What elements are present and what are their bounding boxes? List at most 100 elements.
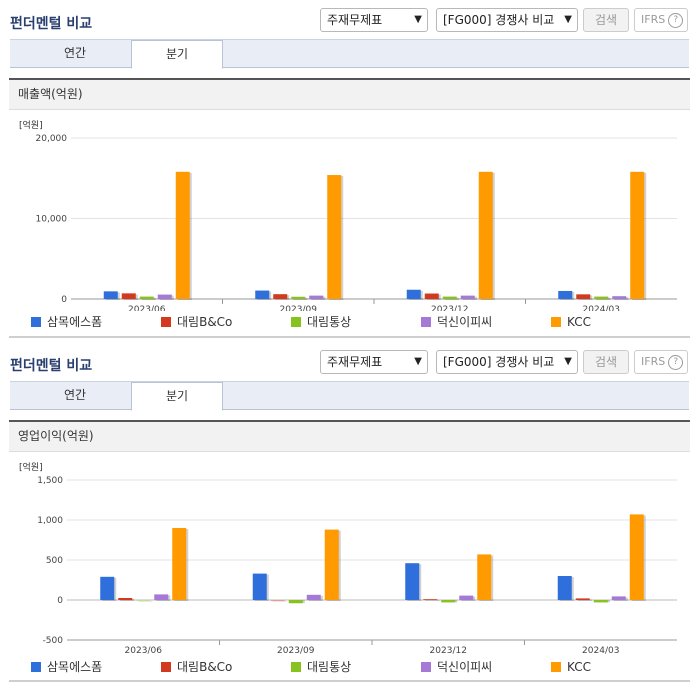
bar[interactable] [273, 294, 288, 299]
tab-quarterly[interactable]: 분기 [131, 382, 223, 411]
bar[interactable] [442, 296, 457, 299]
bar[interactable] [611, 596, 626, 600]
period-tabs: 연간 분기 [10, 39, 689, 69]
y-tick-label: 20,000 [36, 134, 68, 144]
legend-item[interactable]: 덕신이피씨 [421, 314, 492, 330]
period-tabs: 연간 분기 [10, 381, 689, 411]
legend-item[interactable]: 대림통상 [291, 659, 351, 675]
bar[interactable] [629, 514, 644, 600]
x-tick-label: 2024/03 [582, 646, 619, 656]
bar[interactable] [630, 171, 645, 299]
bar[interactable] [327, 175, 342, 299]
bar[interactable] [405, 563, 420, 600]
legend-swatch [291, 317, 301, 327]
legend-swatch [421, 662, 431, 672]
bar[interactable] [593, 600, 608, 603]
legend-label: 덕신이피씨 [437, 315, 493, 329]
bar[interactable] [291, 296, 306, 299]
bar[interactable] [154, 594, 169, 600]
legend-item[interactable]: 대림B&Co [161, 659, 232, 675]
legend-swatch [161, 662, 171, 672]
bar[interactable] [441, 600, 456, 603]
section-title: 펀더멘털 비교 [10, 16, 93, 32]
help-icon: ? [668, 12, 684, 28]
bar[interactable] [270, 600, 285, 601]
tab-quarterly[interactable]: 분기 [131, 40, 223, 69]
x-tick-label: 2024/03 [583, 305, 620, 311]
y-tick-label: 0 [61, 295, 67, 305]
chevron-down-icon: ▼ [414, 356, 422, 367]
bar[interactable] [459, 595, 474, 600]
bar-shadow [577, 599, 592, 601]
bar[interactable] [558, 290, 573, 299]
y-tick-label: 0 [57, 596, 63, 606]
metric-select[interactable]: 주재무제표 ▼ [320, 8, 428, 32]
bar[interactable] [424, 293, 439, 299]
search-button[interactable]: 검색 [583, 350, 629, 374]
group-select-value: [FG000] 경쟁사 비교 [443, 355, 555, 369]
bar-shadow [138, 601, 153, 602]
y-tick-label: 10,000 [36, 215, 68, 225]
legend-item[interactable]: 삼목에스폼 [31, 659, 102, 675]
bar[interactable] [478, 171, 493, 299]
bar[interactable] [423, 599, 438, 600]
bar[interactable] [118, 598, 133, 600]
chevron-down-icon: ▼ [564, 356, 572, 367]
bar[interactable] [175, 171, 190, 299]
ifrs-help-button[interactable]: IFRS? [634, 8, 688, 32]
bar[interactable] [136, 600, 151, 601]
chart-legend: 삼목에스폼 대림B&Co 대림통상 덕신이피씨 KCC [9, 314, 690, 330]
y-unit-label: [억원] [19, 119, 43, 131]
bar[interactable] [306, 594, 321, 600]
bar[interactable] [255, 290, 270, 299]
search-button[interactable]: 검색 [583, 8, 629, 32]
bar[interactable] [594, 296, 609, 299]
ifrs-label: IFRS [641, 355, 666, 368]
legend-item[interactable]: 대림통상 [291, 314, 351, 330]
ifrs-help-button[interactable]: IFRS? [634, 350, 688, 374]
legend-swatch [421, 317, 431, 327]
group-select[interactable]: [FG000] 경쟁사 비교 ▼ [436, 350, 578, 374]
bar[interactable] [309, 295, 324, 299]
bar[interactable] [324, 529, 339, 600]
bar[interactable] [157, 294, 172, 299]
legend-item[interactable]: KCC [551, 314, 591, 330]
section-revenue: 펀더멘털 비교 주재무제표 ▼ [FG000] 경쟁사 비교 ▼ 검색 IFRS… [9, 8, 690, 338]
help-icon: ? [668, 354, 684, 370]
bar[interactable] [103, 291, 118, 299]
bar[interactable] [121, 293, 136, 299]
bar[interactable] [172, 528, 187, 600]
bar[interactable] [460, 295, 475, 299]
legend-item[interactable]: 덕신이피씨 [421, 659, 492, 675]
y-tick-label: 1,500 [37, 476, 63, 486]
legend-label: 대림통상 [307, 660, 352, 674]
bar[interactable] [139, 296, 154, 299]
x-tick-label: 2023/09 [280, 305, 318, 311]
chart-panel-operating-profit: 영업이익(억원) [억원] -500 0 500 1,000 1,500 2023/06 20… [9, 420, 690, 682]
bar-shadow [272, 601, 287, 602]
bar[interactable] [576, 294, 591, 299]
legend-label: KCC [567, 315, 591, 329]
chevron-down-icon: ▼ [414, 14, 422, 25]
metric-select[interactable]: 주재무제표 ▼ [320, 350, 428, 374]
x-tick-label: 2023/12 [430, 646, 467, 656]
bar[interactable] [100, 576, 115, 600]
legend-item[interactable]: 삼목에스폼 [31, 314, 102, 330]
bar[interactable] [288, 600, 303, 604]
tab-annual[interactable]: 연간 [63, 388, 87, 402]
legend-swatch [551, 662, 561, 672]
bar[interactable] [477, 554, 492, 600]
chevron-down-icon: ▼ [564, 14, 572, 25]
bar[interactable] [557, 576, 572, 600]
chart-panel-revenue: 매출액(억원) [억원] 0 10,000 20,000 2023/06 2023/09 2… [9, 78, 690, 338]
legend-item[interactable]: KCC [551, 659, 591, 675]
bar[interactable] [575, 598, 590, 600]
legend-label: 삼목에스폼 [47, 315, 103, 329]
legend-item[interactable]: 대림B&Co [161, 314, 232, 330]
bar[interactable] [252, 573, 267, 600]
legend-swatch [31, 662, 41, 672]
bar[interactable] [612, 296, 627, 299]
tab-annual[interactable]: 연간 [63, 46, 87, 60]
group-select[interactable]: [FG000] 경쟁사 비교 ▼ [436, 8, 578, 32]
bar[interactable] [406, 289, 421, 299]
